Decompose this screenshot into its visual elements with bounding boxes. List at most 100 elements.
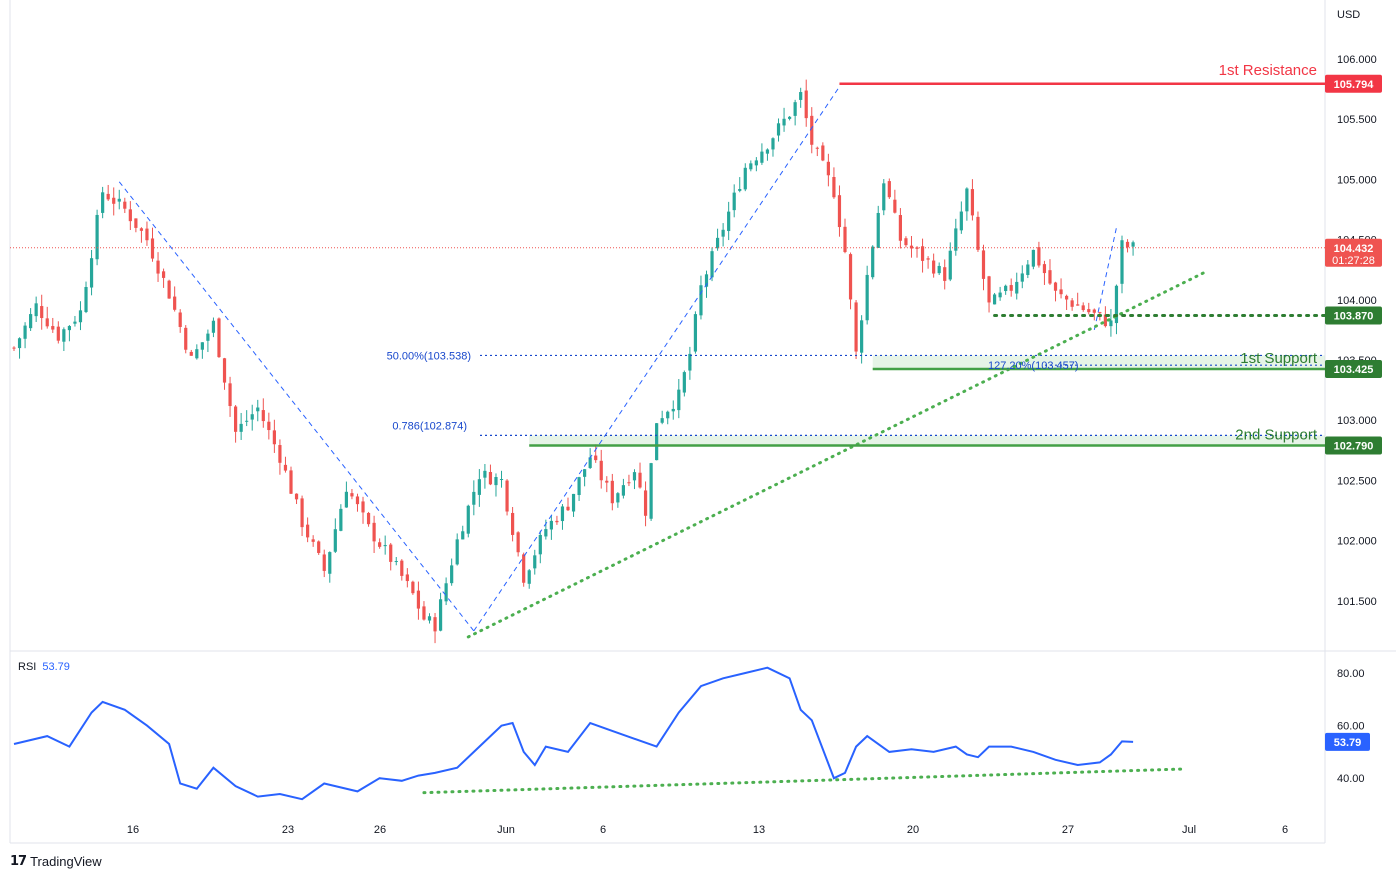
time-tick-label: 26	[374, 824, 386, 836]
candle-body	[893, 199, 897, 213]
candle-body	[954, 228, 958, 251]
candle-body	[998, 292, 1002, 298]
level-labels: 50.00%(103.538) 0.786(102.874) 127.20%(103…	[387, 62, 1318, 444]
candle-body	[699, 285, 703, 316]
candle-body	[250, 414, 254, 420]
candle-body	[666, 411, 670, 419]
candle-body	[799, 92, 803, 100]
fib-label-50: 50.00%(103.538)	[387, 350, 471, 362]
candle-body	[245, 420, 249, 422]
candle-body	[234, 406, 238, 432]
candle-body	[483, 470, 487, 478]
candle-body	[438, 599, 443, 631]
time-tick-label: 20	[907, 824, 919, 836]
candle-body	[150, 238, 155, 259]
candle-body	[904, 238, 908, 246]
candle-body	[494, 477, 498, 486]
candle-body	[256, 407, 260, 412]
candle-body	[1059, 289, 1063, 295]
fib-label-786: 0.786(102.874)	[392, 420, 467, 432]
candle-body	[788, 116, 792, 119]
candle-body	[422, 606, 426, 620]
candle-body	[754, 160, 758, 166]
time-axis[interactable]: 16 23 26 Jun 6 13 20 27 Jul 6	[127, 824, 1288, 836]
candle-body	[505, 480, 509, 512]
tag-support-1: 103.425	[1334, 364, 1374, 376]
candle-body	[771, 138, 775, 150]
time-tick-label: Jun	[497, 824, 515, 836]
rsi-series	[13, 666, 1185, 801]
candle-body	[527, 570, 531, 584]
candle-body	[627, 482, 631, 484]
candle-body	[1065, 295, 1069, 300]
candle-body	[1020, 273, 1024, 282]
tradingview-logo[interactable]: 17 TradingView	[10, 854, 102, 869]
candle-body	[344, 491, 348, 508]
candle-body	[184, 327, 188, 350]
candle-body	[677, 389, 681, 411]
candle-body	[588, 457, 592, 468]
candle-body	[272, 430, 276, 445]
price-tick-label: 104.000	[1337, 295, 1377, 307]
price-axis[interactable]: 106.000105.500105.000104.500104.000103.5…	[1337, 54, 1377, 608]
candle-body	[67, 326, 71, 331]
candle-body	[51, 326, 55, 330]
candle-body	[117, 198, 121, 202]
candle-body	[45, 318, 49, 327]
rsi-axis: 80.00 60.00 40.00 53.79	[1325, 668, 1370, 785]
candle-body	[128, 209, 132, 222]
price-tick-label: 103.000	[1337, 415, 1377, 427]
candle-body	[843, 226, 847, 253]
candle-body	[1070, 300, 1074, 307]
candle-body	[832, 177, 836, 198]
rsi-trendline	[422, 767, 1185, 795]
candle-body	[826, 161, 830, 176]
fib-trend-line-down	[118, 181, 475, 632]
tag-last-price: 104.432	[1334, 243, 1374, 255]
candle-body	[920, 246, 925, 261]
candle-body	[328, 552, 332, 574]
candle-body	[943, 267, 947, 281]
candle-body	[549, 520, 553, 530]
tag-support-1-bg	[1325, 360, 1382, 379]
candle-body	[123, 201, 127, 209]
candle-body	[738, 189, 742, 191]
candle-body	[594, 455, 598, 461]
rsi-tick-label: 80.00	[1337, 668, 1365, 680]
candle-body	[660, 418, 664, 423]
tag-resistance-bg	[1325, 74, 1382, 93]
candle-body	[283, 464, 288, 471]
candle-body	[815, 147, 819, 149]
candle-body	[267, 421, 271, 431]
candle-body	[782, 118, 786, 126]
resistance-label: 1st Resistance	[1219, 62, 1317, 79]
candle-body	[793, 102, 797, 116]
candle-body	[1048, 270, 1052, 284]
candle-body	[577, 477, 581, 496]
tradingview-name: TradingView	[30, 854, 102, 869]
candle-body	[339, 508, 343, 531]
candle-body	[106, 193, 110, 200]
candle-body	[981, 250, 986, 279]
support-label-1: 1st Support	[1240, 350, 1318, 367]
candle-body	[156, 260, 160, 274]
candle-body	[306, 524, 310, 538]
candle-body	[865, 274, 869, 321]
tag-dotted-support-bg	[1325, 306, 1382, 325]
candle-body	[95, 214, 99, 260]
candle-body	[411, 581, 415, 594]
candle-body	[560, 506, 565, 522]
candle-body	[200, 342, 204, 350]
candle-body	[311, 539, 315, 542]
candle-body	[278, 445, 282, 463]
candle-body	[727, 211, 731, 232]
candle-body	[522, 554, 526, 583]
candle-body	[450, 565, 454, 584]
candle-body	[1009, 285, 1013, 291]
candle-body	[84, 286, 88, 313]
candle-body	[887, 181, 891, 198]
candle-body	[1042, 264, 1047, 274]
candle-body	[1053, 282, 1058, 291]
candle-body	[400, 560, 404, 576]
